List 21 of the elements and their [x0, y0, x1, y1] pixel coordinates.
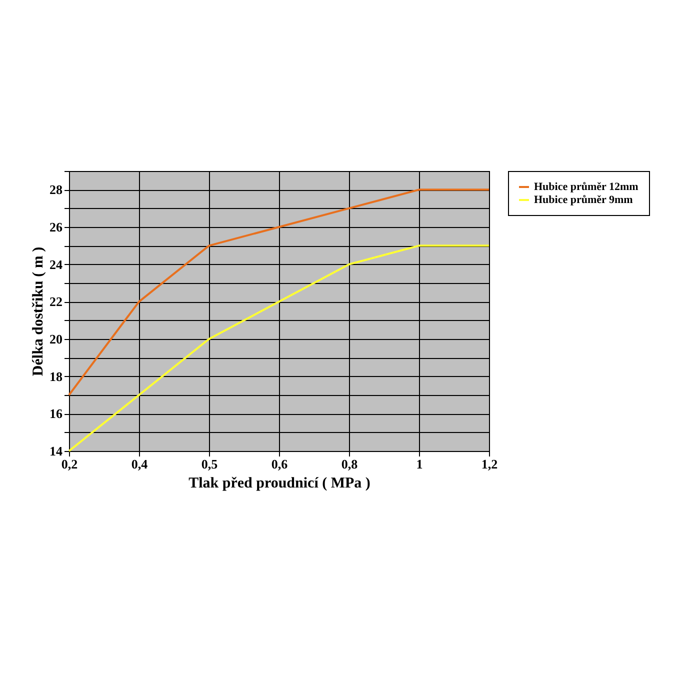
y-tick-label: 24 — [50, 256, 63, 272]
legend-label: Hubice průměr 12mm — [534, 181, 638, 193]
y-tick-label: 20 — [50, 332, 62, 346]
x-tick-label: 0,4 — [131, 456, 148, 472]
x-axis-title: Tlak před proudnicí ( MPa ) — [188, 476, 370, 492]
legend-label: Hubice průměr 9mm — [534, 194, 633, 206]
x-tick-label: 0,6 — [271, 456, 288, 472]
y-tick-label: 26 — [50, 220, 63, 234]
x-tick-label: 0,5 — [201, 456, 218, 472]
y-tick-label: 14 — [50, 444, 63, 458]
line-series — [68, 188, 490, 396]
y-axis-title: Délka dostřiku ( m ) — [30, 246, 46, 376]
x-tick-label: 0,2 — [61, 456, 78, 472]
y-tick-label: 22 — [50, 294, 62, 310]
y-tick-label: 18 — [50, 368, 63, 384]
x-tick-label: 1,2 — [481, 456, 498, 472]
x-tick-label: 1 — [416, 456, 423, 472]
y-tick-label: 28 — [50, 182, 63, 198]
line-series — [68, 244, 490, 452]
x-tick-label: 0,8 — [341, 456, 358, 472]
y-tick-label: 16 — [50, 406, 63, 422]
